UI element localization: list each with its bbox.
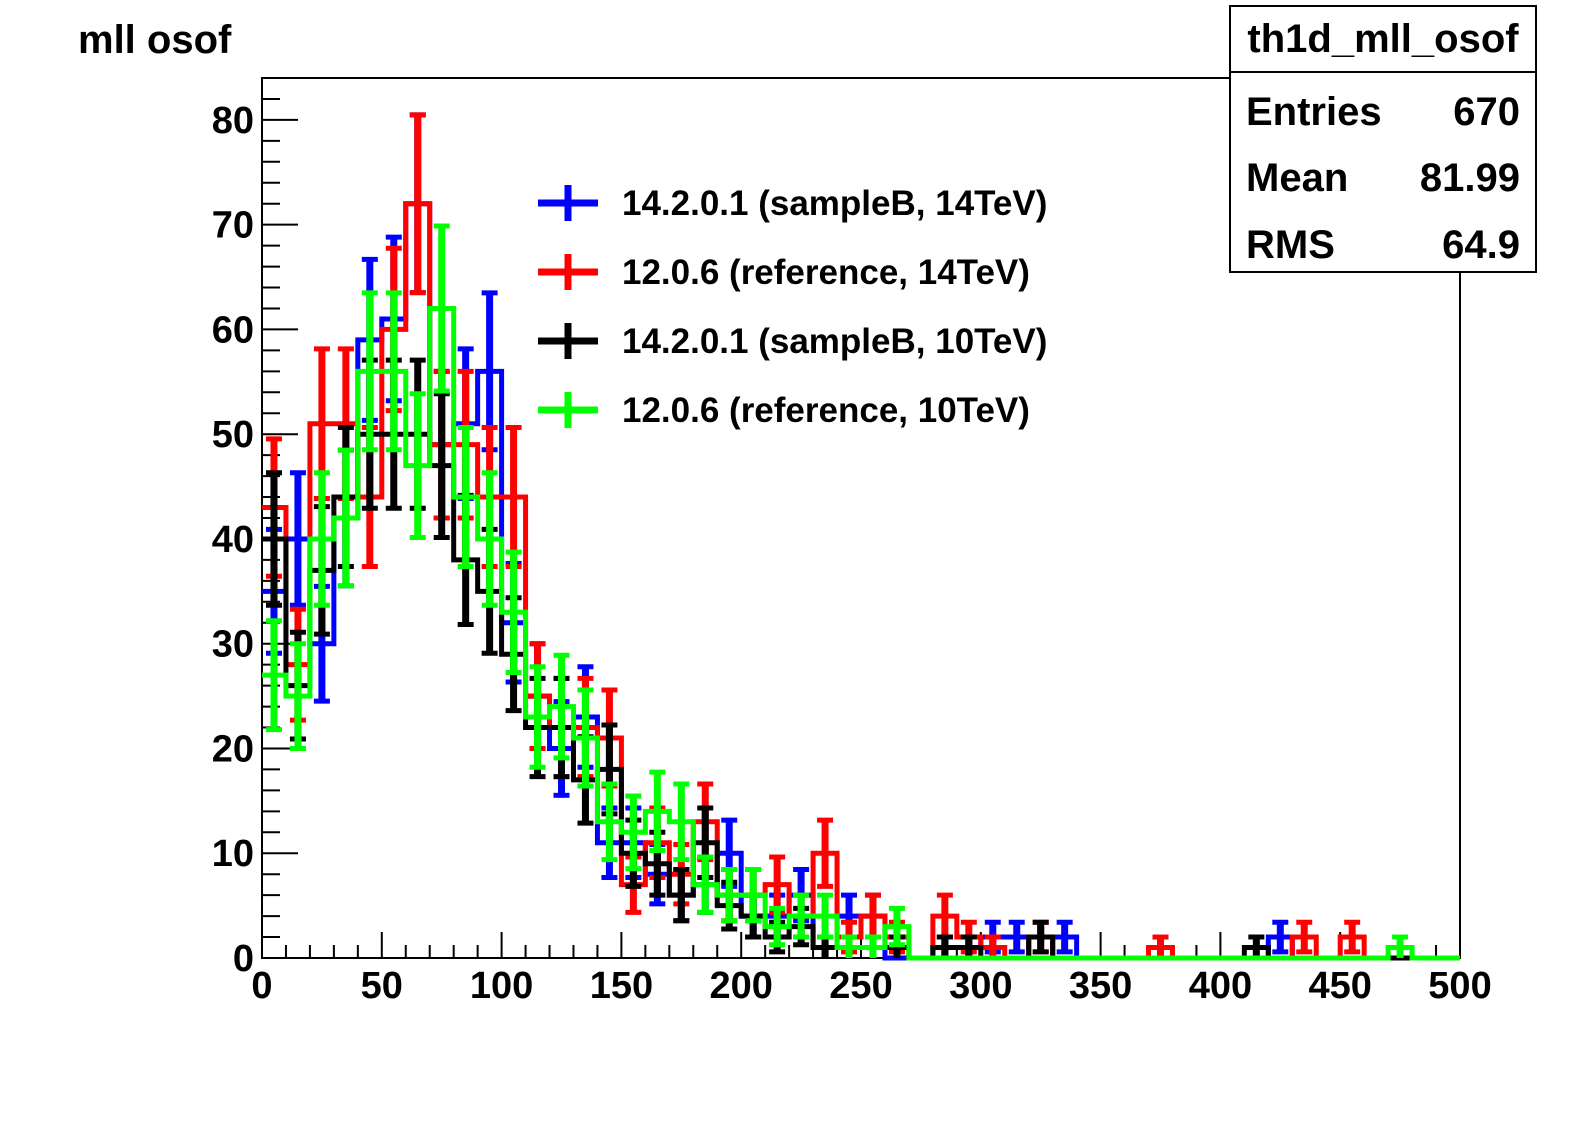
series-layer	[262, 112, 1460, 961]
legend-item: 12.0.6 (reference, 10TeV)	[538, 391, 1030, 430]
legend-item: 14.2.0.1 (sampleB, 10TeV)	[538, 322, 1047, 361]
y-tick-label: 60	[212, 309, 254, 351]
y-tick-label: 80	[212, 100, 254, 142]
legend-label: 12.0.6 (reference, 10TeV)	[622, 391, 1030, 430]
series-4	[262, 223, 1460, 961]
stats-box-frame	[1229, 5, 1537, 273]
x-axis: 0 50 100 150 200 250 300 350 400 450 500	[251, 932, 1492, 1007]
stats-entries-label: Entries	[1246, 90, 1382, 134]
x-tick-label: 200	[709, 965, 772, 1007]
legend-item: 14.2.0.1 (sampleB, 14TeV)	[538, 184, 1047, 223]
x-tick-label: 300	[949, 965, 1012, 1007]
x-tick-label: 350	[1069, 965, 1132, 1007]
y-tick-label: 20	[212, 728, 254, 770]
y-tick-label: 70	[212, 205, 254, 247]
x-tick-label: 400	[1189, 965, 1252, 1007]
legend-label: 12.0.6 (reference, 14TeV)	[622, 253, 1030, 292]
stats-entries-value: 670	[1453, 90, 1520, 134]
x-tick-label: 150	[590, 965, 653, 1007]
legend-item: 12.0.6 (reference, 14TeV)	[538, 253, 1030, 292]
x-tick-label: 0	[251, 965, 272, 1007]
legend-label: 14.2.0.1 (sampleB, 14TeV)	[622, 184, 1047, 223]
x-tick-label: 450	[1308, 965, 1371, 1007]
y-tick-label: 30	[212, 624, 254, 666]
x-tick-label: 250	[829, 965, 892, 1007]
stats-mean-value: 81.99	[1420, 156, 1520, 200]
legend-label: 14.2.0.1 (sampleB, 10TeV)	[622, 322, 1047, 361]
stats-title: th1d_mll_osof	[1247, 17, 1519, 61]
chart-title: mll osof	[78, 18, 232, 62]
stats-rms-value: 64.9	[1442, 223, 1520, 267]
x-tick-label: 50	[361, 965, 403, 1007]
stats-box: th1d_mll_osof Entries 670 Mean 81.99 RMS…	[1229, 5, 1537, 273]
y-axis: 0 10 20 30 40 50 60 70 80	[212, 77, 298, 980]
x-tick-label: 500	[1428, 965, 1491, 1007]
stats-rms-label: RMS	[1246, 223, 1335, 267]
stats-mean-label: Mean	[1246, 156, 1348, 200]
x-tick-label: 100	[470, 965, 533, 1007]
y-tick-label: 0	[233, 938, 254, 980]
legend: 14.2.0.1 (sampleB, 14TeV) 12.0.6 (referen…	[538, 184, 1047, 430]
y-tick-label: 10	[212, 833, 254, 875]
y-tick-label: 40	[212, 519, 254, 561]
y-tick-label: 50	[212, 414, 254, 456]
